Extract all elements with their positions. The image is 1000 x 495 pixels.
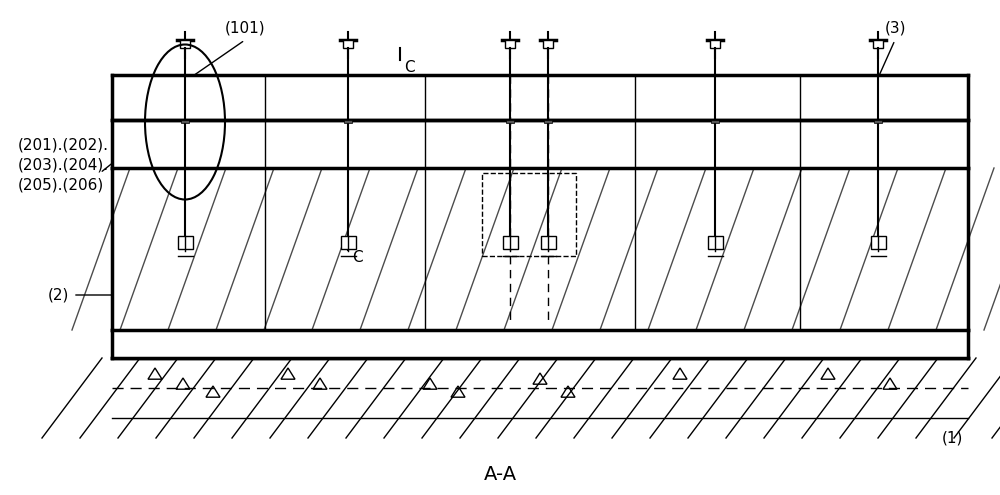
Bar: [180, 40, 190, 48]
Bar: [874, 120, 882, 123]
Bar: [544, 120, 552, 123]
Bar: [178, 236, 192, 249]
Text: C: C: [404, 60, 415, 75]
Text: A-A: A-A: [483, 465, 517, 485]
Text: (2): (2): [48, 288, 69, 302]
Text: (3): (3): [884, 20, 906, 36]
Bar: [340, 236, 356, 249]
Bar: [543, 40, 553, 48]
Bar: [711, 120, 719, 123]
Bar: [343, 40, 353, 48]
Bar: [344, 120, 352, 123]
Bar: [505, 40, 515, 48]
Bar: [540, 236, 556, 249]
Bar: [506, 120, 514, 123]
Text: (101): (101): [225, 20, 265, 36]
Bar: [873, 40, 883, 48]
Text: C: C: [352, 250, 363, 265]
Bar: [870, 236, 886, 249]
Bar: [482, 173, 576, 256]
Text: (1): (1): [942, 431, 963, 446]
Bar: [181, 120, 189, 123]
Text: (201).(202).
(203).(204).
(205).(206): (201).(202). (203).(204). (205).(206): [18, 138, 109, 192]
Bar: [710, 40, 720, 48]
Bar: [708, 236, 722, 249]
Bar: [503, 236, 518, 249]
